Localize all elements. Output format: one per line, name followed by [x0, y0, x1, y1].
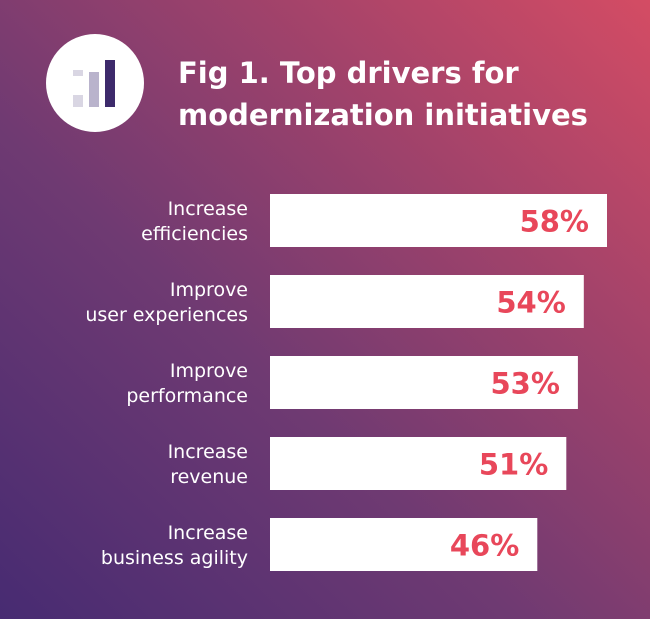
category-label-3-line-0: Increase: [168, 441, 248, 463]
category-label-4-line-1: business agility: [101, 547, 248, 569]
chart-title: Fig 1. Top drivers for modernization ini…: [178, 52, 638, 136]
bar-chart-icon-bar-1: [73, 95, 83, 107]
bar-value-label-1: 54%: [496, 286, 565, 320]
chart-title-line-1: Fig 1. Top drivers for: [178, 56, 519, 90]
bar-value-label-3: 51%: [479, 448, 548, 482]
category-label-3-line-1: revenue: [170, 466, 248, 488]
bar-0: [270, 194, 607, 247]
bar-chart-icon: [46, 34, 144, 132]
category-label-4-line-0: Increase: [168, 522, 248, 544]
bar-chart-icon-bar-2: [89, 72, 99, 107]
category-label-1-line-0: Improve: [170, 279, 248, 301]
chart-title-line-2: modernization initiatives: [178, 98, 588, 132]
category-label-1-line-1: user experiences: [85, 304, 248, 326]
bar-2: [270, 356, 578, 409]
category-label-0-line-1: efficiencies: [141, 223, 248, 245]
bar-4: [270, 518, 538, 571]
bar-chart-icon-bar-3: [105, 60, 115, 107]
category-label-2-line-0: Improve: [170, 360, 248, 382]
category-label-0-line-0: Increase: [168, 198, 248, 220]
bar-1: [270, 275, 584, 328]
bar-3: [270, 437, 567, 490]
bar-value-label-0: 58%: [520, 205, 589, 239]
bar-chart-icon-dot: [73, 70, 83, 76]
bar-value-label-4: 46%: [450, 529, 519, 563]
category-label-2-line-1: performance: [126, 385, 248, 407]
bar-value-label-2: 53%: [490, 367, 559, 401]
